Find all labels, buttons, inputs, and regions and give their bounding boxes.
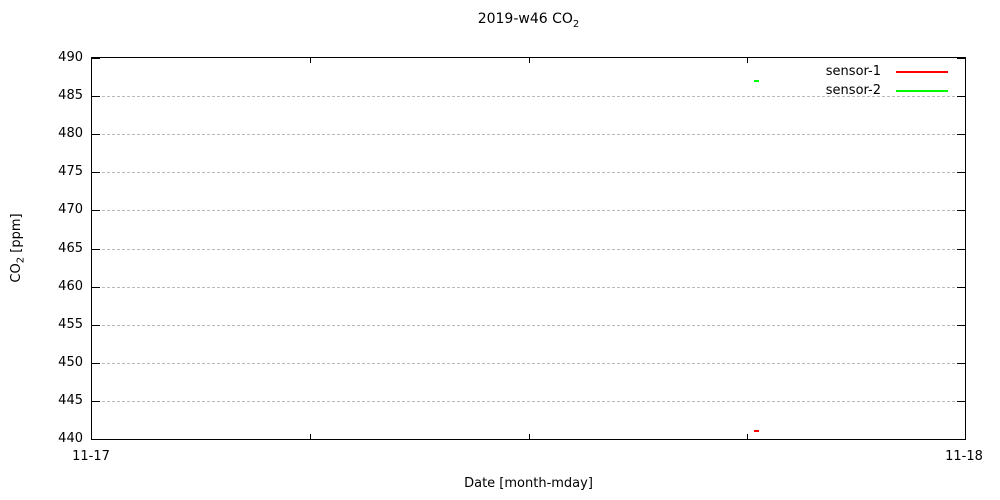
plot-area: sensor-1 sensor-2 <box>91 57 966 440</box>
y-tick-mark <box>957 210 965 212</box>
data-point-sensor-2 <box>753 79 759 82</box>
y-tick-label: 480 <box>58 126 83 142</box>
y-tick-mark <box>957 248 965 250</box>
legend-swatch-sensor-1 <box>896 70 948 73</box>
y-tick-mark <box>92 134 100 136</box>
y-tick-mark <box>957 439 965 440</box>
y-tick-mark <box>92 172 100 174</box>
y-tick-mark <box>957 400 965 402</box>
y-gridline <box>92 172 965 174</box>
y-tick-label: 450 <box>58 354 83 370</box>
data-point-sensor-1 <box>753 430 759 433</box>
x-minor-tick-mark <box>746 434 748 439</box>
y-tick-mark <box>92 210 100 212</box>
y-tick-mark <box>957 362 965 364</box>
x-minor-tick-mark <box>310 434 312 439</box>
y-gridline <box>92 210 965 212</box>
y-tick-mark <box>957 134 965 136</box>
y-tick-label: 445 <box>58 392 83 408</box>
legend: sensor-1 sensor-2 <box>826 62 948 100</box>
x-axis-label: Date [month-mday] <box>464 476 593 491</box>
y-tick-label: 485 <box>58 88 83 104</box>
y-tick-label: 490 <box>58 50 83 65</box>
y-gridline <box>92 362 965 364</box>
x-tick-label: 11-18 <box>945 449 983 464</box>
legend-item-sensor-1: sensor-1 <box>826 62 948 81</box>
y-tick-mark <box>957 324 965 326</box>
y-tick-mark <box>92 58 100 59</box>
y-tick-mark <box>92 362 100 364</box>
x-minor-tick-mark <box>528 58 530 63</box>
y-tick-mark <box>957 58 965 59</box>
y-tick-mark <box>92 286 100 288</box>
y-tick-label: 475 <box>58 164 83 180</box>
x-minor-tick-mark <box>528 434 530 439</box>
y-gridline <box>92 400 965 402</box>
y-gridline <box>92 96 965 98</box>
x-minor-tick-mark <box>746 58 748 63</box>
y-tick-mark <box>957 96 965 98</box>
y-gridline <box>92 286 965 288</box>
y-tick-label: 440 <box>58 431 83 446</box>
y-tick-mark <box>92 96 100 98</box>
y-gridline <box>92 134 965 136</box>
y-tick-mark <box>92 248 100 250</box>
chart-title-subscript: 2 <box>572 18 580 30</box>
chart-title-text: 2019-w46 CO <box>477 11 573 27</box>
chart-title: 2019-w46 CO2 <box>91 11 966 30</box>
y-tick-label: 470 <box>58 202 83 218</box>
y-tick-mark <box>92 439 100 440</box>
legend-label-sensor-2: sensor-2 <box>825 83 881 98</box>
x-tick-label: 11-17 <box>72 449 110 464</box>
x-minor-tick-mark <box>310 58 312 63</box>
y-tick-label: 465 <box>58 240 83 256</box>
y-tick-mark <box>92 400 100 402</box>
legend-swatch-sensor-2 <box>896 89 948 92</box>
y-gridline <box>92 248 965 250</box>
y-tick-mark <box>957 172 965 174</box>
y-tick-mark <box>957 286 965 288</box>
y-axis-label-subscript: 2 <box>15 256 27 264</box>
y-tick-label: 460 <box>58 278 83 294</box>
y-tick-mark <box>92 324 100 326</box>
legend-label-sensor-1: sensor-1 <box>825 64 881 79</box>
y-tick-label: 455 <box>58 316 83 332</box>
y-gridline <box>92 324 965 326</box>
legend-item-sensor-2: sensor-2 <box>826 81 948 100</box>
